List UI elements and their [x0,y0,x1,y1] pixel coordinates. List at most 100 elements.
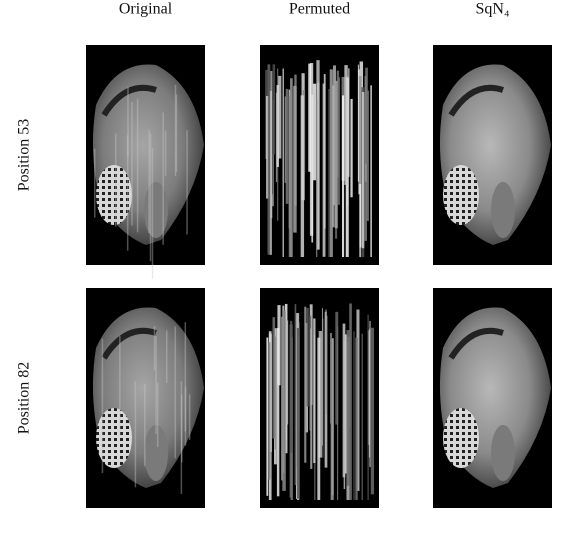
stripe [361,333,363,500]
stripe [365,67,368,164]
artifact [149,133,152,262]
artifact [186,130,188,235]
artifact [153,326,156,371]
artifact [127,87,129,157]
artifact [162,112,164,245]
image-panel [260,45,379,265]
column-header: Original [119,1,173,18]
stripe [266,96,269,199]
stripe [361,92,365,249]
image-panel [86,288,205,508]
artifact [94,148,96,218]
stripe [318,331,323,458]
column-header: Permuted [289,1,350,18]
artifact [134,381,137,488]
stripe [358,75,362,185]
stripe [267,64,271,255]
stripe [335,311,339,425]
cerebellum [443,165,479,225]
stripe [317,337,321,500]
stripe [284,96,287,183]
stripe [310,328,313,469]
artifact [174,326,176,459]
stripe [337,77,340,205]
stripe [285,88,289,204]
stripe [342,95,345,257]
stripe [311,94,314,243]
artifact [144,383,146,467]
artifact [151,147,154,279]
stripe [344,65,348,185]
stripe [300,95,305,257]
image-panel [433,45,552,265]
stripe [367,314,369,500]
stripe [348,68,350,177]
artifact [126,135,129,251]
stripe [355,337,358,500]
stripe [324,311,327,468]
stripe [353,331,355,500]
brainstem [144,425,168,481]
brainstem [491,425,515,481]
artifact [180,381,183,494]
image-panel [260,288,379,508]
stripe [281,316,284,481]
artifact [174,84,177,177]
stripe [328,88,330,257]
stripe [274,336,276,450]
stripe [296,327,300,499]
artifact [155,335,157,435]
stripe [309,315,312,431]
stripe [316,98,318,257]
artifact [165,330,168,383]
cerebellum [96,165,132,225]
brainstem [491,182,515,238]
cerebellum [96,408,132,468]
artifact [180,394,183,463]
artifact [115,133,117,227]
stripe [313,318,316,464]
stripe [289,320,293,453]
stripe [276,85,279,167]
stripe [346,330,350,486]
stripe [350,98,353,198]
stripe [306,308,309,407]
artifact [184,322,187,432]
stripe [349,303,352,500]
stripe [269,90,272,255]
stripe [285,320,289,425]
stripe [357,64,359,182]
stripe [370,85,372,257]
stripe [278,75,282,159]
cerebellum [443,408,479,468]
column-header: SqN₄ [475,1,509,18]
dark-band [448,84,504,117]
artifact [188,394,191,441]
stripe [268,342,271,480]
dark-band [101,327,157,360]
stripe [333,65,336,206]
stripe [369,320,371,468]
row-label: Position 82 [16,362,33,434]
artifact [184,386,187,446]
artifact [136,98,139,233]
stripe [293,85,297,233]
artifact [156,383,159,447]
stripe [305,322,308,433]
stripe [334,82,338,205]
stripe [321,308,323,446]
dark-band [448,327,504,360]
stripe [282,68,284,257]
stripe [329,332,333,424]
stripe [330,338,334,500]
stripe [304,306,307,463]
stripe [272,64,276,155]
stripe [329,69,333,257]
artifact [164,130,167,177]
stripe [294,304,297,486]
row-label: Position 53 [16,119,33,191]
stripe [266,337,269,496]
artifact [131,101,133,226]
image-panel [433,288,552,508]
